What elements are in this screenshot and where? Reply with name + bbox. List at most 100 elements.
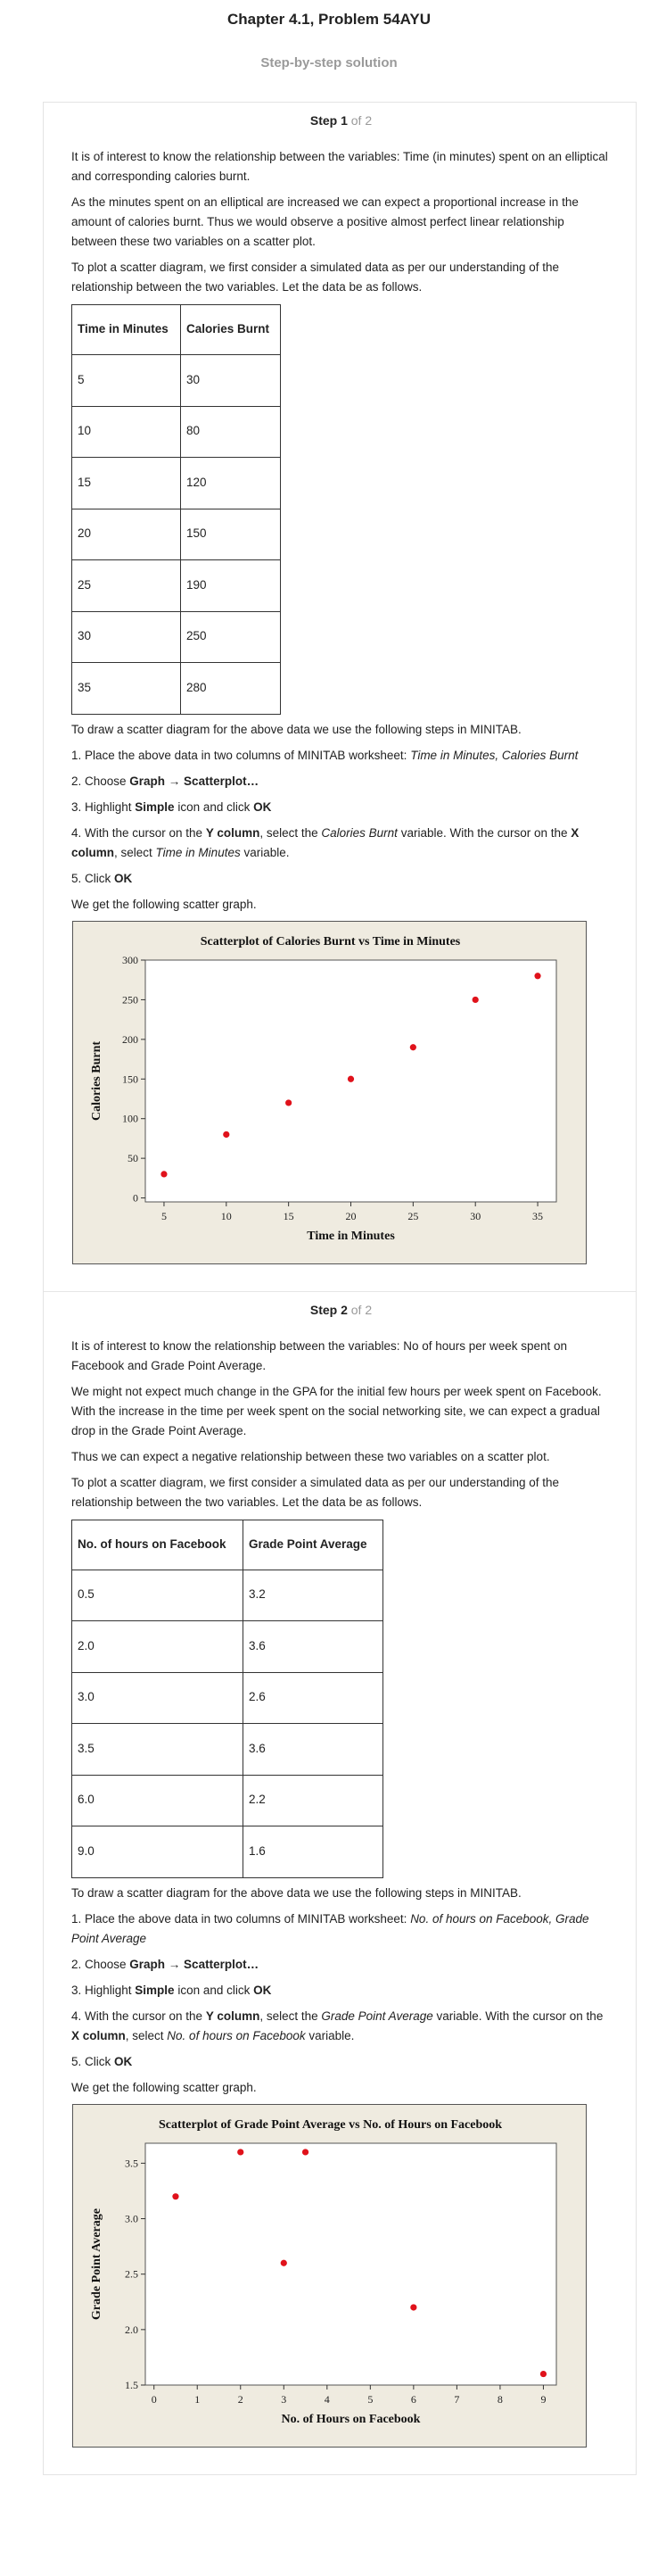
data-point: [409, 1043, 416, 1050]
table-cell: 25: [71, 559, 181, 612]
table-row: 25 190: [71, 559, 281, 612]
y-tick-label: 100: [122, 1112, 138, 1124]
table-cell: 30: [180, 354, 281, 407]
x-tick-label: 15: [284, 1210, 294, 1222]
x-tick-label: 25: [407, 1210, 418, 1222]
x-tick-label: 8: [498, 2393, 503, 2406]
text: 5. Click: [71, 871, 115, 885]
x-tick-label: 5: [367, 2393, 373, 2406]
y-tick-label: 150: [122, 1073, 138, 1085]
text: 3. Highlight: [71, 1983, 136, 1997]
table-cell: 9.0: [71, 1826, 243, 1878]
x-axis-label: No. of Hours on Facebook: [282, 2413, 421, 2426]
table-row: 3.5 3.6: [71, 1723, 383, 1776]
table-header-cell: No. of hours on Facebook: [71, 1519, 243, 1570]
table-cell: 150: [180, 508, 281, 560]
chart-title: Scatterplot of Grade Point Average vs No…: [159, 2118, 502, 2132]
data-point: [285, 1098, 292, 1106]
table-cell: 3.2: [243, 1569, 383, 1621]
table-cell: 2.2: [243, 1774, 383, 1826]
x-tick-label: 0: [152, 2393, 157, 2406]
text: icon and click: [174, 799, 254, 814]
y-axis-label: Calories Burnt: [90, 1040, 103, 1120]
step-1-para-1: It is of interest to know the relationsh…: [71, 150, 608, 183]
step-1-instruction-4: 4. With the cursor on the Y column, sele…: [71, 824, 611, 863]
data-point: [472, 996, 479, 1003]
table-cell: 20: [71, 508, 181, 560]
text-bold: X column: [71, 2028, 126, 2042]
text-italic: No. of hours on Facebook, Grade Point Av…: [71, 1911, 589, 1945]
table-cell: 35: [71, 662, 181, 715]
step-2-label: Step 2: [309, 1302, 348, 1317]
text: 4. With the cursor on the: [71, 825, 206, 840]
step-1-para-2: As the minutes spent on an elliptical ar…: [71, 195, 579, 248]
table-row: 15 120: [71, 457, 281, 509]
step-1-of: of 2: [350, 113, 373, 128]
y-tick-label: 0: [133, 1191, 138, 1204]
step-2-instruction-1: 1. Place the above data in two columns o…: [71, 1909, 611, 1949]
x-axis-label: Time in Minutes: [307, 1230, 395, 1243]
x-tick-label: 7: [454, 2393, 459, 2406]
data-point: [410, 2303, 417, 2311]
table-row: 0.5 3.2: [71, 1569, 383, 1621]
text-italic: Calories Burnt: [321, 825, 398, 840]
step-2-data-table: No. of hours on Facebook Grade Point Ave…: [71, 1519, 383, 1878]
data-point: [534, 972, 541, 979]
y-tick-label: 250: [122, 993, 138, 1006]
text: 3. Highlight: [71, 799, 136, 814]
text-italic: Time in Minutes: [155, 845, 241, 859]
step-1-body: It is of interest to know the relationsh…: [71, 129, 611, 1264]
table-cell: 5: [71, 354, 181, 407]
x-tick-label: 30: [470, 1210, 481, 1222]
y-tick-label: 200: [122, 1032, 138, 1045]
x-tick-label: 2: [238, 2393, 243, 2406]
step-2-para-3: Thus we can expect a negative relationsh…: [71, 1449, 550, 1463]
x-tick-label: 1: [194, 2393, 200, 2406]
table-row: 35 280: [71, 662, 281, 715]
table-cell: 10: [71, 405, 181, 458]
x-tick-label: 4: [325, 2393, 330, 2406]
table-cell: 3.6: [243, 1723, 383, 1776]
text: 4. With the cursor on the: [71, 2009, 206, 2023]
text-bold: OK: [253, 1983, 272, 1997]
text: 2. Choose: [71, 1957, 130, 1971]
table-cell: 190: [180, 559, 281, 612]
table-cell: 3.0: [71, 1671, 243, 1724]
table-cell: 120: [180, 457, 281, 509]
table-cell: 250: [180, 610, 281, 663]
table-row: 10 80: [71, 405, 281, 458]
table-cell: 30: [71, 610, 181, 663]
plot-area: [144, 2142, 557, 2385]
scatterplot-calories-frame: Scatterplot of Calories Burnt vs Time in…: [72, 920, 587, 1264]
x-tick-label: 20: [346, 1210, 357, 1222]
step-2-of: of 2: [350, 1302, 373, 1317]
y-tick-label: 3.5: [125, 2157, 138, 2169]
text: variable.: [240, 845, 290, 859]
table-cell: 6.0: [71, 1774, 243, 1826]
text: variable. With the cursor on the: [397, 825, 572, 840]
text: 1. Place the above data in two columns o…: [71, 748, 411, 762]
y-tick-label: 3.0: [125, 2212, 138, 2224]
text-bold: X column: [71, 825, 580, 859]
table-cell: 3.5: [71, 1723, 243, 1776]
table-row: 20 150: [71, 508, 281, 560]
table-row: 3.0 2.6: [71, 1671, 383, 1724]
y-axis-label: Grade Point Average: [90, 2208, 103, 2320]
table-row: 6.0 2.2: [71, 1774, 383, 1826]
step-2-header: Step 2 of 2: [71, 1292, 611, 1319]
x-tick-label: 10: [221, 1210, 232, 1222]
x-tick-label: 6: [411, 2393, 416, 2406]
step-1-minitab-intro: To draw a scatter diagram for the above …: [71, 722, 522, 736]
text-italic: Grade Point Average: [321, 2009, 433, 2023]
scatterplot-gpa-chart: Scatterplot of Grade Point Average vs No…: [90, 2118, 557, 2426]
text-italic: Time in Minutes, Calories Burnt: [410, 748, 579, 762]
table-row: 9.0 1.6: [71, 1826, 383, 1878]
table-header-cell: Time in Minutes: [71, 304, 181, 355]
step-1-instruction-5: 5. Click OK: [71, 869, 611, 889]
text: , select: [114, 845, 156, 859]
table-cell: 80: [180, 405, 281, 458]
data-point: [237, 2148, 244, 2156]
step-2-para-4: To plot a scatter diagram, we first cons…: [71, 1475, 560, 1509]
step-2-instruction-5: 5. Click OK: [71, 2052, 611, 2072]
step-1-instruction-3: 3. Highlight Simple icon and click OK: [71, 798, 611, 817]
